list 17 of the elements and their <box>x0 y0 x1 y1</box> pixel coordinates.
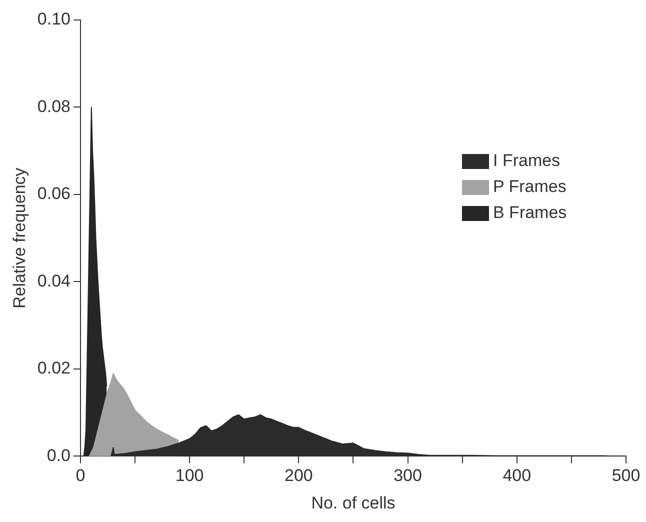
x-tick-label: 200 <box>284 466 313 486</box>
x-tick-label: 100 <box>175 466 204 486</box>
x-tick-label: 300 <box>394 466 422 486</box>
y-tick-label: 0.0 <box>46 446 70 465</box>
y-tick-label: 0.08 <box>37 96 70 116</box>
legend-label: P Frames <box>493 177 566 197</box>
y-tick-label: 0.10 <box>37 10 70 29</box>
legend-label: I Frames <box>493 151 560 171</box>
y-tick-label: 0.02 <box>37 358 70 378</box>
y-tick-label: 0.06 <box>37 184 70 204</box>
y-tick-label: 0.04 <box>37 271 70 290</box>
x-tick-label: 0 <box>76 466 86 486</box>
x-tick-label: 400 <box>502 466 532 486</box>
y-axis-title: Relative frequency <box>10 167 29 309</box>
x-axis-title: No. of cells <box>311 493 396 512</box>
legend-label: B Frames <box>493 203 567 223</box>
x-tick-label: 500 <box>612 466 640 486</box>
